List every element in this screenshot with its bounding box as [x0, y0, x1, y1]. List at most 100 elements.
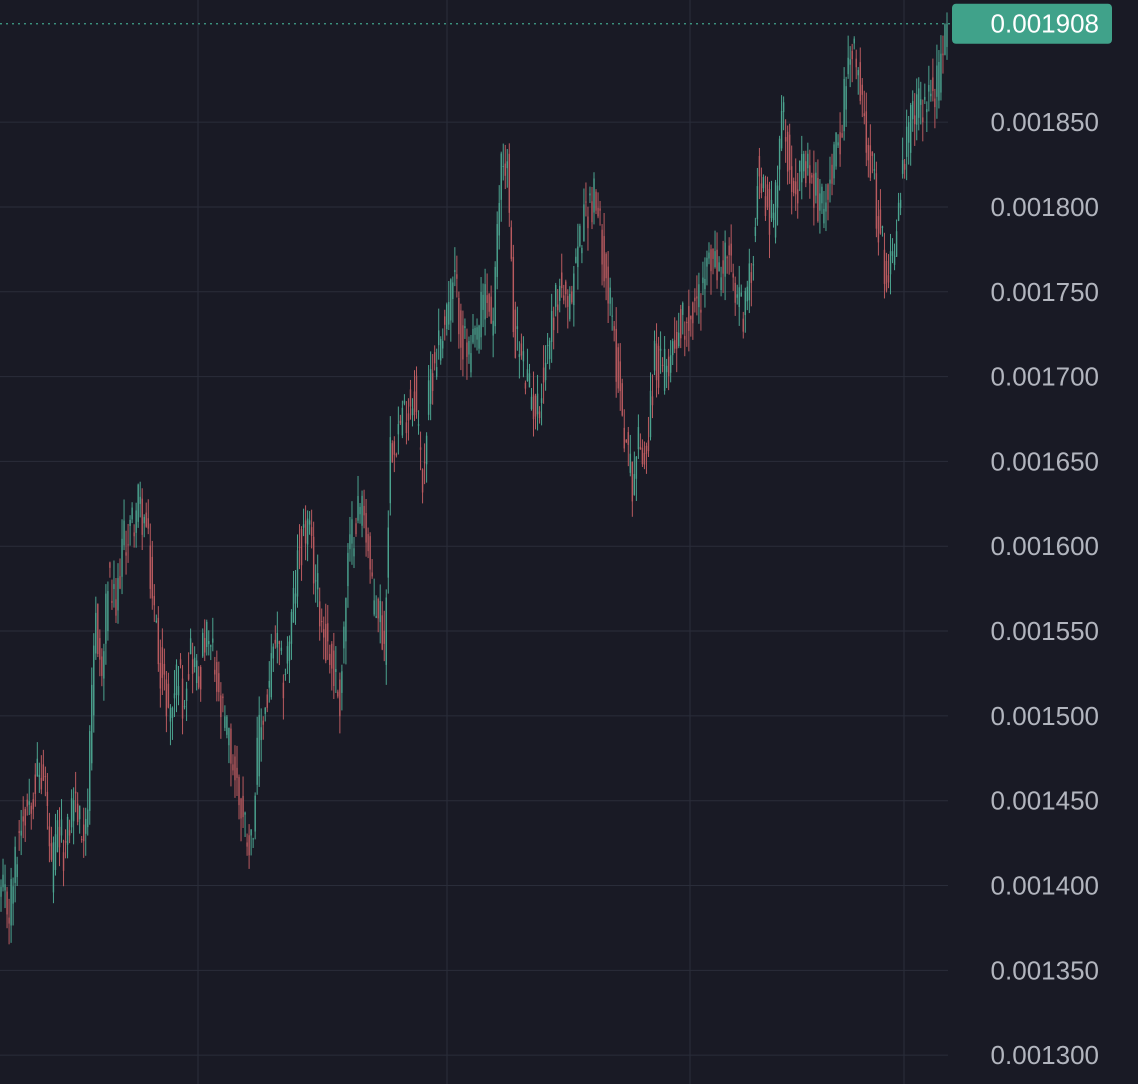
candle-body: [199, 667, 202, 690]
candle-body: [161, 647, 164, 678]
candle-body: [907, 122, 910, 143]
candle-body: [78, 805, 81, 820]
candle-body: [557, 304, 559, 311]
candle-body: [873, 169, 876, 171]
candle-body: [224, 716, 226, 728]
candle-body: [782, 102, 785, 113]
candle-body: [845, 86, 847, 110]
candle-body: [185, 688, 188, 701]
candle-body: [661, 364, 664, 366]
candle-body: [361, 495, 363, 526]
candle-body: [567, 296, 569, 307]
candle-body: [52, 842, 55, 893]
candle-body: [676, 331, 678, 349]
candle-body: [831, 164, 833, 184]
candle-body: [145, 512, 147, 527]
candle-body: [476, 327, 478, 340]
candle-body: [859, 62, 861, 101]
candle-body: [28, 801, 30, 805]
candle-body: [807, 153, 809, 169]
candle-body: [597, 207, 599, 217]
candle-body: [563, 295, 565, 301]
candle-body: [431, 373, 434, 391]
candle-body: [393, 441, 396, 455]
candle-body: [66, 816, 69, 845]
candle-body: [655, 343, 658, 381]
candle-body: [68, 830, 71, 836]
candle-body: [678, 332, 680, 347]
candle-body: [280, 647, 283, 651]
candle-body: [746, 286, 749, 302]
candle-body: [274, 639, 277, 644]
candle-body: [327, 623, 329, 642]
candle-body: [694, 297, 696, 302]
candle-body: [552, 317, 555, 331]
candle-body: [918, 88, 920, 118]
candle-body: [206, 621, 208, 647]
candle-body: [897, 202, 900, 221]
candle-body: [609, 287, 611, 304]
candle-body: [944, 24, 946, 55]
candle-body: [458, 297, 460, 335]
candle-body: [893, 255, 896, 265]
candle-body: [784, 137, 787, 142]
candle-body: [83, 824, 85, 842]
candle-body: [809, 165, 811, 184]
candle-body: [202, 632, 204, 657]
candle-body: [623, 427, 625, 449]
price-axis[interactable]: 0.001300 0.001350 0.001400 0.001450 0.001500…: [991, 107, 1099, 1070]
candle-body: [167, 683, 170, 708]
candle-body: [0, 886, 2, 897]
candle-body: [119, 576, 121, 589]
candle-body: [399, 420, 402, 424]
candle-body: [762, 177, 765, 189]
candle-body: [452, 282, 454, 299]
candle-body: [12, 886, 14, 904]
candle-body: [318, 601, 321, 627]
candle-body: [722, 260, 724, 274]
candle-body: [732, 273, 734, 278]
candle-body: [456, 274, 458, 279]
candle-body: [238, 776, 240, 806]
candle-body: [669, 355, 672, 373]
candle-body: [278, 641, 281, 644]
candle-body: [2, 874, 4, 888]
candle-body: [64, 840, 67, 843]
candle-body: [234, 756, 236, 781]
candle-body: [397, 424, 400, 435]
candle-body: [607, 266, 609, 304]
candle-body: [803, 153, 805, 172]
candle-body: [149, 545, 151, 589]
candle-body: [490, 296, 492, 324]
candle-body: [14, 846, 16, 883]
candle-body: [212, 638, 214, 643]
y-tick-label: 0.001750: [991, 277, 1099, 307]
candle-body: [48, 826, 51, 847]
candle-body: [688, 306, 690, 331]
candle-body: [835, 132, 837, 167]
candle-body: [60, 819, 63, 836]
candle-body: [482, 294, 484, 310]
candle-body: [236, 767, 238, 778]
candle-body: [232, 764, 234, 771]
candle-body: [357, 496, 359, 521]
candle-body: [444, 316, 446, 325]
candle-body: [423, 462, 426, 464]
candle-body: [801, 154, 803, 183]
candle-body: [141, 498, 143, 535]
candle-body: [651, 396, 654, 406]
candle-body: [619, 361, 621, 392]
candle-body: [413, 391, 416, 416]
candle-body: [881, 226, 884, 228]
candle-body: [401, 407, 404, 436]
candle-body: [30, 805, 32, 814]
candle-body: [847, 57, 849, 75]
candle-body: [514, 309, 517, 358]
candle-body: [805, 161, 807, 184]
candle-body: [175, 664, 178, 695]
candle-body: [700, 309, 702, 313]
candle-body: [240, 798, 242, 819]
candle-body: [647, 440, 650, 452]
